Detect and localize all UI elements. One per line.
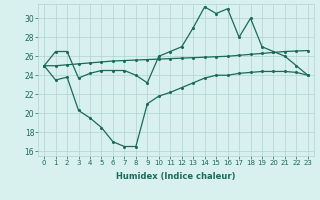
- X-axis label: Humidex (Indice chaleur): Humidex (Indice chaleur): [116, 172, 236, 181]
